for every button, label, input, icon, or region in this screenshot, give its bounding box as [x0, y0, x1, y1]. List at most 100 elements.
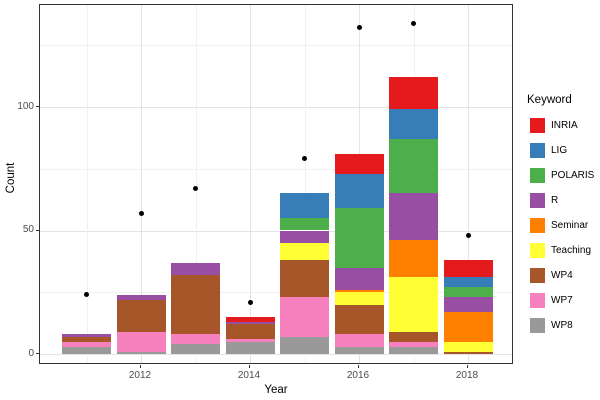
- bar-segment-inria: [443, 260, 493, 278]
- y-tick-label: 50: [22, 224, 34, 235]
- legend-swatch-icon: [530, 143, 545, 158]
- bar-segment-r: [62, 334, 111, 337]
- bar-segment-lig: [334, 173, 384, 209]
- bar-segment-polaris: [443, 287, 493, 298]
- bar-segment-wp7: [389, 341, 438, 347]
- x-tick-mark: [140, 365, 141, 368]
- legend-swatch-icon: [530, 293, 545, 308]
- x-tick-label: 2014: [237, 370, 261, 381]
- bar-segment-seminar: [443, 312, 493, 342]
- legend-item-lig: LIG: [527, 138, 597, 163]
- bar-segment-wp8: [389, 346, 438, 354]
- y-tick-label: 100: [17, 100, 34, 112]
- bar-segment-seminar: [334, 289, 384, 293]
- legend-item-label: WP8: [551, 320, 573, 331]
- legend-swatch-icon: [530, 268, 545, 283]
- legend-item-inria: INRIA: [527, 113, 597, 138]
- bar-segment-r: [334, 267, 384, 290]
- bar-segment-r: [116, 294, 166, 300]
- legend-item-wp7: WP7: [527, 288, 597, 313]
- bar-segment-wp8: [171, 344, 220, 354]
- bar-segment-wp4: [62, 336, 111, 342]
- bar-segment-wp7: [116, 331, 166, 352]
- data-point: [302, 156, 307, 162]
- bar-segment-wp7: [334, 334, 384, 347]
- bar-segment-r: [389, 193, 438, 241]
- data-point: [138, 210, 144, 216]
- plot-panel: [39, 4, 513, 364]
- bar-segment-inria: [389, 77, 438, 110]
- bar-segment-wp4: [443, 351, 493, 354]
- y-minor-gridline: [40, 292, 512, 294]
- bar-segment-r: [443, 297, 493, 312]
- bar-segment-teaching: [334, 292, 384, 305]
- legend-item-polaris: POLARIS: [527, 163, 597, 188]
- bar-segment-wp4: [389, 331, 438, 342]
- bar-segment-r: [225, 321, 275, 325]
- legend-item-label: INRIA: [551, 120, 578, 131]
- bar-segment-r: [171, 262, 220, 275]
- bar-segment-wp4: [334, 304, 384, 335]
- bar-segment-wp4: [225, 324, 275, 340]
- y-tick-mark: [36, 353, 39, 354]
- legend-title: Keyword: [527, 94, 572, 106]
- legend-item-label: R: [551, 195, 559, 206]
- legend-swatch-icon: [530, 218, 545, 233]
- y-tick-mark: [36, 106, 39, 107]
- x-tick-label: 2012: [128, 370, 152, 381]
- bar-segment-wp4: [171, 274, 220, 335]
- bar-segment-inria: [225, 316, 275, 322]
- y-axis-title: Count: [5, 162, 17, 194]
- bar-segment-wp8: [334, 346, 384, 354]
- bar-segment-seminar: [389, 240, 438, 278]
- x-minor-gridline: [195, 5, 197, 363]
- x-tick-mark: [249, 365, 250, 368]
- x-minor-gridline: [304, 5, 306, 363]
- legend-item-r: R: [527, 188, 597, 213]
- legend-item-label: Seminar: [551, 220, 589, 231]
- bar-segment-r: [280, 230, 329, 243]
- bar-segment-teaching: [443, 341, 493, 352]
- bar-segment-wp7: [171, 334, 220, 345]
- bar-segment-wp8: [62, 346, 111, 354]
- data-point: [356, 25, 362, 31]
- bar-segment-lig: [389, 109, 438, 140]
- bar-segment-wp8: [116, 351, 166, 354]
- y-minor-gridline: [40, 45, 512, 47]
- legend-item-label: WP7: [551, 295, 573, 306]
- x-tick-label: 2016: [346, 370, 370, 381]
- y-tick-mark: [36, 229, 39, 231]
- legend: Keyword INRIA LIG POLARIS R Seminar Teaching W…: [527, 94, 597, 338]
- x-major-gridline: [468, 5, 469, 363]
- legend-item-label: Teaching: [551, 245, 592, 256]
- bar-segment-wp8: [225, 341, 275, 354]
- bar-segment-wp7: [280, 297, 329, 337]
- y-minor-gridline: [40, 168, 512, 170]
- y-major-gridline: [40, 354, 512, 355]
- bar-segment-wp7: [225, 339, 275, 342]
- data-point: [247, 299, 253, 305]
- y-tick-label: 0: [28, 347, 34, 359]
- legend-item-label: POLARIS: [551, 170, 595, 181]
- data-point: [465, 232, 471, 238]
- data-point: [411, 20, 416, 26]
- bar-segment-teaching: [280, 242, 329, 261]
- y-major-gridline: [40, 107, 512, 108]
- legend-item-teaching: Teaching: [527, 238, 597, 263]
- x-minor-gridline: [86, 5, 88, 363]
- bar-segment-wp8: [280, 336, 329, 354]
- bar-segment-wp7: [62, 341, 111, 347]
- data-point: [193, 186, 198, 191]
- x-major-gridline: [250, 5, 251, 363]
- legend-swatch-icon: [530, 193, 545, 208]
- data-point: [84, 292, 89, 298]
- bar-segment-teaching: [389, 277, 438, 332]
- legend-item-wp4: WP4: [527, 263, 597, 288]
- bar-segment-polaris: [280, 218, 329, 231]
- legend-swatch-icon: [530, 118, 545, 133]
- legend-swatch-icon: [530, 243, 545, 258]
- bar-segment-wp4: [116, 299, 166, 332]
- bar-segment-polaris: [334, 208, 384, 268]
- bar-segment-wp4: [280, 260, 329, 298]
